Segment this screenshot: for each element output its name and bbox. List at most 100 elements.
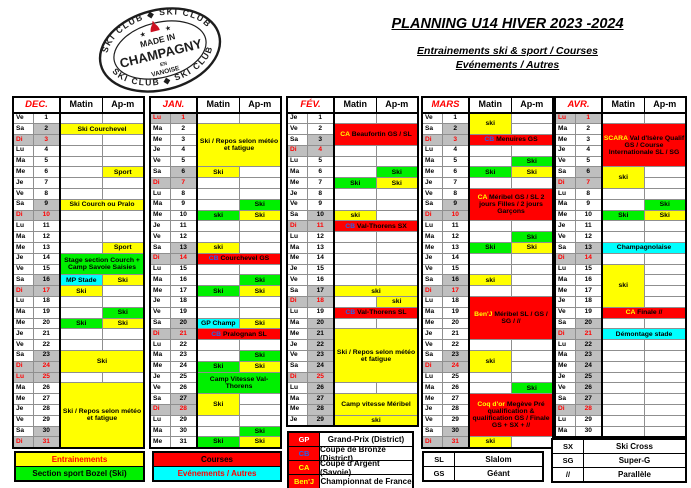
apm-empty-cell — [238, 339, 282, 352]
day-number-cell: 20 — [169, 317, 198, 330]
apm-empty-cell — [375, 231, 419, 244]
apm-empty-cell — [375, 242, 419, 254]
matin-empty-cell — [196, 231, 240, 244]
event-cell: CA Finale // — [601, 306, 687, 319]
event-code-prefix: CA — [477, 194, 490, 202]
apm-empty-cell — [101, 328, 145, 341]
apm-empty-cell — [238, 242, 282, 254]
matin-empty-cell — [196, 263, 240, 276]
apm-empty-cell — [375, 209, 419, 222]
day-name-cell: Lu — [286, 231, 308, 244]
day-name-cell: Sa — [421, 198, 443, 211]
apm-empty-cell — [238, 296, 282, 308]
event-cell: Ski — [375, 166, 419, 179]
legend-code: SX — [553, 440, 584, 453]
day-number-cell: 31 — [32, 436, 61, 449]
day-name-cell: Lu — [554, 339, 576, 352]
day-name-cell: Di — [149, 177, 171, 190]
event-cell: ski — [196, 209, 240, 222]
matin-empty-cell — [59, 231, 103, 244]
day-name-cell: Je — [149, 371, 171, 384]
day-number-cell: 1 — [32, 112, 61, 125]
apm-empty-cell — [238, 220, 282, 233]
event-cell: Ski — [510, 155, 554, 168]
legend-label: Evénements / Autres — [154, 467, 280, 480]
month-name: DEC. — [12, 96, 61, 114]
day-number-cell: 28 — [574, 404, 603, 416]
day-name-cell: Di — [149, 252, 171, 265]
day-number-cell: 14 — [169, 252, 198, 265]
apm-empty-cell — [101, 188, 145, 200]
day-name-cell: Lu — [554, 112, 576, 125]
event-cell: Stage section Courch + Camp Savoie Saisi… — [59, 252, 145, 276]
apm-empty-cell — [238, 306, 282, 319]
matin-empty-cell — [468, 144, 512, 157]
day-name-cell: Di — [554, 252, 576, 265]
apm-empty-cell — [375, 263, 419, 276]
day-name-cell: Sa — [554, 317, 576, 330]
day-name-cell: Je — [554, 371, 576, 384]
day-number-cell: 23 — [306, 350, 335, 362]
matin-empty-cell — [59, 339, 103, 352]
day-name-cell: Di — [12, 209, 34, 222]
matin-empty-cell — [601, 339, 645, 352]
day-name-cell: Di — [421, 436, 443, 449]
day-number-cell: 23 — [574, 350, 603, 362]
day-name-cell: Ve — [554, 306, 576, 319]
day-name-cell: Lu — [149, 112, 171, 125]
day-number-cell: 17 — [169, 285, 198, 298]
matin-empty-cell — [468, 231, 512, 244]
event-cell: CB Courchevel GS — [196, 252, 282, 265]
day-name-cell: Je — [286, 263, 308, 276]
apm-empty-cell — [510, 144, 554, 157]
matin-empty-cell — [333, 188, 377, 200]
day-number-cell: 11 — [441, 220, 470, 233]
event-cell: Ski — [238, 360, 282, 373]
matin-empty-cell — [601, 371, 645, 384]
legend-code: CB — [289, 447, 320, 460]
legend-row: CB Coupe de Bronze (District) — [289, 445, 412, 463]
matin-empty-cell — [601, 382, 645, 395]
day-name-cell: Di — [12, 436, 34, 449]
day-name-cell: Je — [286, 339, 308, 352]
day-name-cell: Me — [12, 242, 34, 254]
column-header-apm: Ap-m — [238, 96, 282, 114]
legend-label: Championnat de France — [320, 477, 412, 486]
month-column-jan: JAN. Matin Ap-m Lu 1 Ma 2 Ski / Repos selon mét… — [149, 96, 282, 449]
event-cell: Coq d'or Megève Pré qualification & qual… — [468, 393, 554, 438]
day-number-cell: 3 — [169, 134, 198, 146]
matin-empty-cell — [59, 296, 103, 308]
apm-empty-cell — [643, 285, 687, 298]
event-code-prefix: CB — [345, 222, 357, 230]
matin-empty-cell — [333, 198, 377, 211]
event-cell: Ski — [510, 242, 554, 254]
day-name-cell: Sa — [421, 425, 443, 438]
day-name-cell: Ma — [421, 382, 443, 395]
day-number-cell: 27 — [169, 393, 198, 406]
day-number-cell: 30 — [169, 425, 198, 438]
event-cell: Ski — [101, 274, 145, 287]
day-name-cell: Je — [286, 188, 308, 200]
apm-empty-cell — [238, 166, 282, 179]
day-number-cell: 18 — [441, 296, 470, 308]
day-name-cell: Je — [12, 252, 34, 265]
event-cell: Ski — [601, 209, 645, 222]
legend-label: Coupe d'Argent (Savoie) — [320, 458, 380, 477]
event-cell: Ski — [59, 285, 103, 298]
day-number-cell: 11 — [32, 220, 61, 233]
apm-empty-cell — [510, 263, 554, 276]
matin-empty-cell — [601, 404, 645, 416]
day-name-cell: Me — [554, 134, 576, 146]
day-name-cell: Ma — [149, 123, 171, 136]
event-cell: Ski — [196, 166, 240, 179]
legend-race-codes: GP Grand-Prix (District) CB Coupe de Bronze… — [287, 431, 414, 488]
event-code-prefix: CB — [208, 255, 221, 263]
event-cell: ski — [196, 242, 240, 254]
matin-empty-cell — [333, 263, 377, 276]
month-column-avr: AVR. Matin Ap-m Lu 1 Ma 2 SCARA Val d'Isère Qua… — [554, 96, 687, 438]
matin-empty-cell — [601, 220, 645, 233]
matin-empty-cell — [601, 252, 645, 265]
legend-label: Entrainements — [16, 453, 143, 466]
event-cell: Ski — [643, 198, 687, 211]
day-name-cell: Lu — [421, 371, 443, 384]
